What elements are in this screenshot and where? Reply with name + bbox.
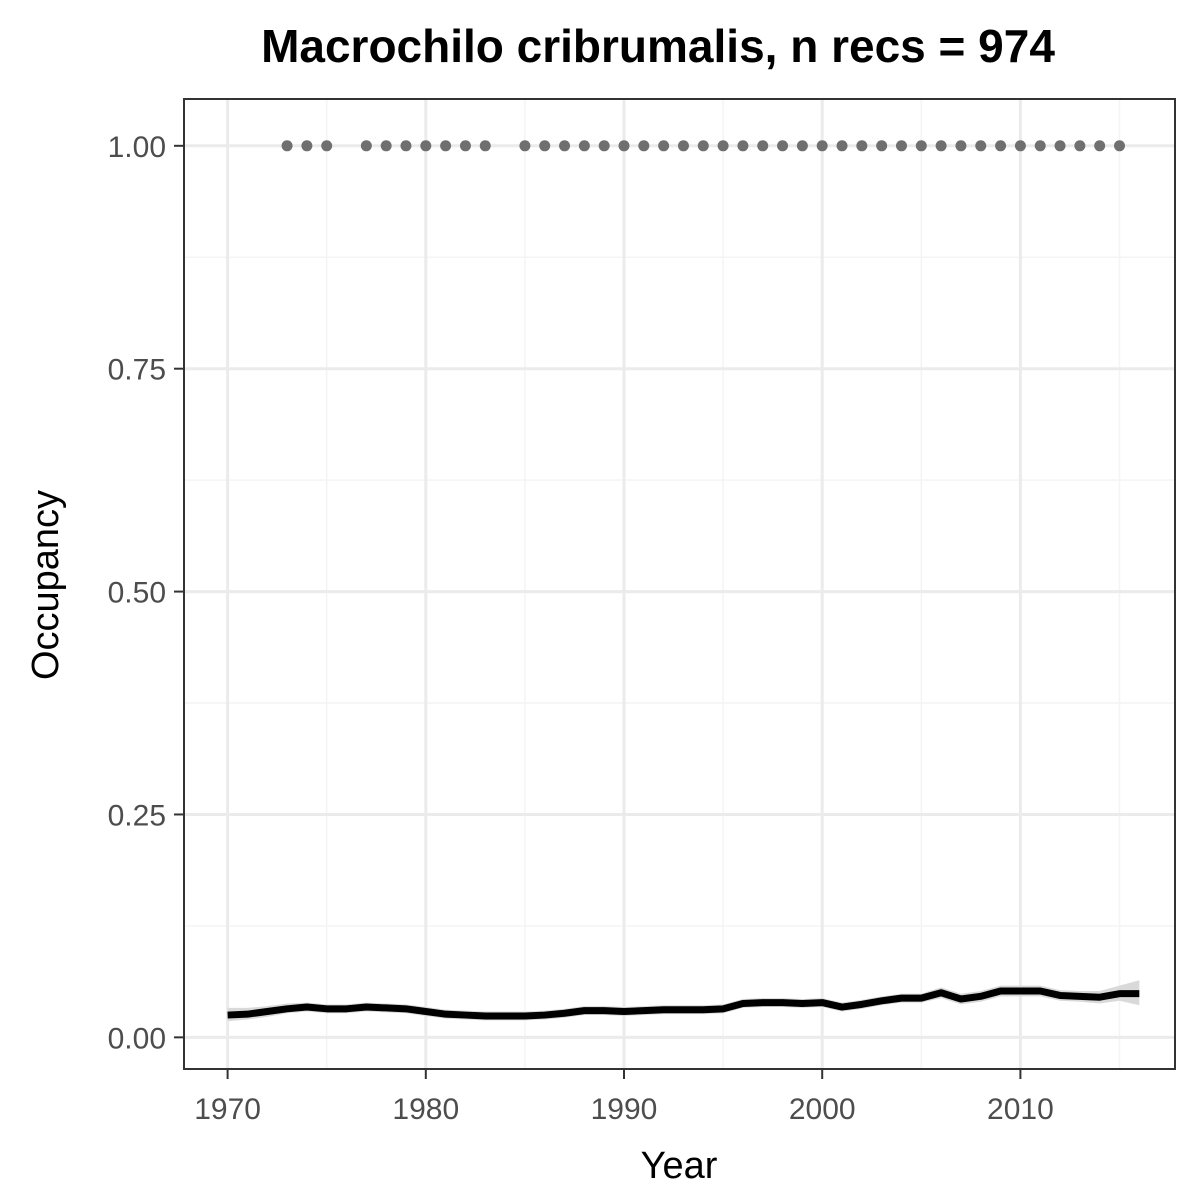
record-point [459, 140, 471, 152]
record-point [420, 140, 432, 152]
minor-gridlines [184, 99, 1175, 1069]
x-tick-label: 1990 [591, 1093, 658, 1126]
confidence-ribbon [227, 980, 1140, 1022]
panel-border [183, 98, 1176, 1070]
record-point [519, 140, 531, 152]
record-point [975, 140, 987, 152]
record-point [876, 140, 888, 152]
record-point [796, 140, 808, 152]
record-point [618, 140, 630, 152]
record-point [697, 140, 709, 152]
record-point [301, 140, 313, 152]
record-point [737, 140, 749, 152]
occupancy-trend-line [227, 987, 1140, 1020]
y-tick-label: 0.75 [108, 354, 166, 387]
record-points-layer [281, 140, 1126, 152]
record-point [321, 140, 333, 152]
record-point [400, 140, 412, 152]
record-point [757, 140, 769, 152]
record-point [915, 140, 927, 152]
record-point [1074, 140, 1086, 152]
y-tick-label: 0.50 [108, 577, 166, 610]
record-point [658, 140, 670, 152]
x-tick-label: 2000 [789, 1093, 856, 1126]
record-point [539, 140, 551, 152]
record-point [1034, 140, 1046, 152]
record-point [479, 140, 491, 152]
record-point [578, 140, 590, 152]
record-point [1054, 140, 1066, 152]
record-point [360, 140, 372, 152]
x-axis: 1970 1980 1990 2000 2010 [194, 1069, 1054, 1126]
y-tick-label: 0.00 [108, 1022, 166, 1055]
record-point [816, 140, 828, 152]
record-point [1114, 140, 1126, 152]
x-axis-title: Year [641, 1145, 718, 1187]
record-point [598, 140, 610, 152]
record-point [895, 140, 907, 152]
record-point [638, 140, 650, 152]
record-point [440, 140, 452, 152]
record-point [559, 140, 571, 152]
trend-line-layer [227, 987, 1140, 1020]
y-tick-label: 0.25 [108, 799, 166, 832]
y-axis: 0.00 0.25 0.50 0.75 1.00 [108, 131, 184, 1055]
record-point [281, 140, 293, 152]
record-point [935, 140, 947, 152]
x-tick-label: 2010 [987, 1093, 1054, 1126]
record-point [995, 140, 1007, 152]
y-axis-title: Occupancy [25, 490, 67, 680]
record-point [955, 140, 967, 152]
major-gridlines [184, 99, 1175, 1069]
record-point [677, 140, 689, 152]
panel-background [184, 99, 1175, 1069]
x-tick-label: 1970 [194, 1093, 261, 1126]
chart-title: Macrochilo cribrumalis, n recs = 974 [261, 20, 1055, 72]
record-point [836, 140, 848, 152]
record-point [380, 140, 392, 152]
record-point [777, 140, 789, 152]
y-tick-label: 1.00 [108, 131, 166, 164]
confidence-ribbon-layer [227, 980, 1140, 1022]
record-point [856, 140, 868, 152]
x-tick-label: 1980 [392, 1093, 459, 1126]
record-point [717, 140, 729, 152]
record-point [1014, 140, 1026, 152]
record-point [1094, 140, 1106, 152]
